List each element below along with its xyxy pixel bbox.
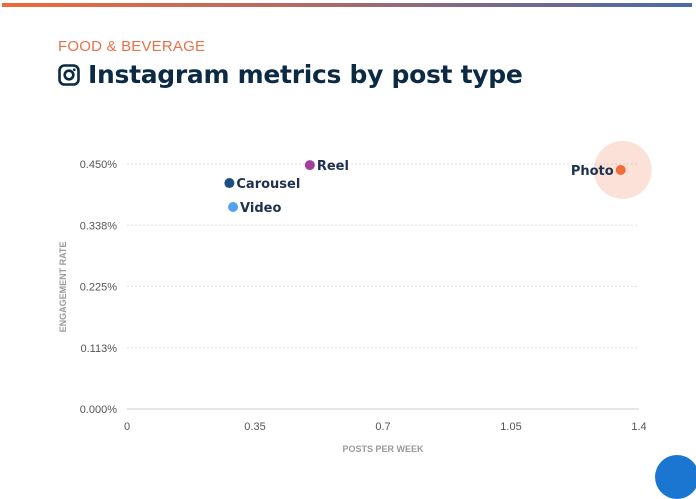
data-point-photo bbox=[615, 164, 626, 175]
y-tick-label: 0.338% bbox=[80, 220, 118, 232]
instagram-icon bbox=[58, 63, 80, 86]
data-point-reel bbox=[304, 160, 315, 171]
data-point-video bbox=[228, 202, 239, 213]
y-axis-title: ENGAGEMENT RATE bbox=[58, 242, 68, 333]
top-gradient-bar bbox=[2, 3, 692, 7]
scatter-chart: 0.000% 0.113% 0.225% 0.338% 0.450% 0 0.35 0.7 1.… bbox=[58, 140, 652, 454]
chart-title: Instagram metrics by post type bbox=[58, 60, 523, 89]
x-tick-label: 1.4 bbox=[631, 421, 646, 433]
y-tick-label: 0.000% bbox=[80, 404, 118, 416]
data-label: Carousel bbox=[236, 177, 300, 192]
x-tick-label: 0.35 bbox=[244, 421, 265, 433]
chat-button[interactable] bbox=[655, 455, 696, 499]
y-tick-label: 0.225% bbox=[80, 282, 118, 294]
data-label: Photo bbox=[571, 164, 614, 179]
x-tick-label: 0 bbox=[124, 421, 130, 433]
y-tick-label: 0.113% bbox=[81, 343, 118, 355]
data-label: Video bbox=[240, 201, 281, 216]
data-point-carousel bbox=[224, 178, 235, 189]
x-axis-title: POSTS PER WEEK bbox=[342, 444, 424, 454]
data-label: Reel bbox=[317, 159, 349, 174]
x-tick-label: 1.05 bbox=[500, 421, 521, 433]
page-title: Instagram metrics by post type bbox=[88, 60, 523, 89]
y-tick-label: 0.450% bbox=[80, 159, 118, 171]
x-tick-label: 0.7 bbox=[375, 421, 390, 433]
category-label: FOOD & BEVERAGE bbox=[58, 38, 206, 55]
